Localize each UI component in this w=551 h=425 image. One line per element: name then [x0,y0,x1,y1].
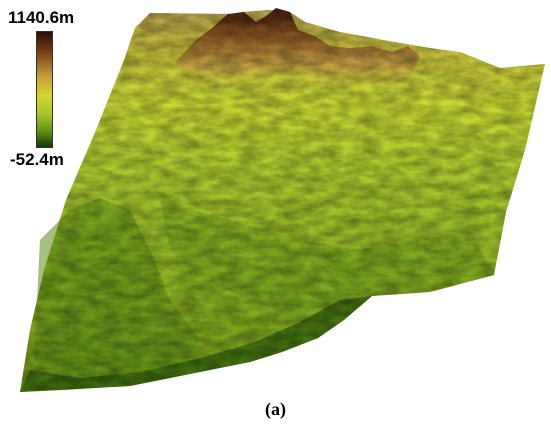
legend-max-label: 1140.6m [8,8,75,27]
terrain-relief [20,10,545,392]
figure-caption: (a) [265,399,286,419]
elevation-color-scale [36,31,53,148]
legend-min-label: -52.4m [10,150,64,169]
